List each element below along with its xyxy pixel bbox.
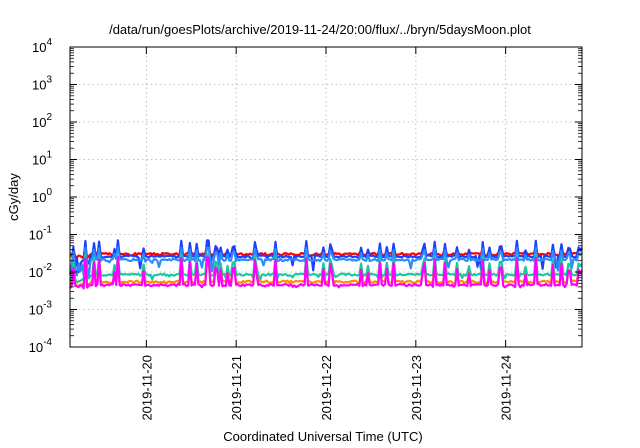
x-tick-label: 2019-11-22 — [319, 355, 334, 421]
y-tick-labels: 10-4 10-3 10-2 10-1 100 101 102 103 104 — [29, 37, 53, 355]
y-tick-label: 104 — [32, 37, 52, 55]
x-tick-label: 2019-11-21 — [229, 355, 244, 421]
series-line-4 — [69, 253, 583, 284]
series-line-6 — [69, 256, 583, 290]
y-tick-label: 10-1 — [29, 225, 53, 243]
x-tick-label: 2019-11-20 — [139, 355, 154, 421]
series-line-1 — [69, 244, 583, 259]
series-line-2 — [68, 239, 583, 275]
x-tick-label: 2019-11-23 — [409, 355, 424, 421]
y-axis-label: cGy/day — [6, 173, 21, 221]
grid-lines — [70, 47, 582, 347]
data-series — [68, 239, 583, 290]
x-tick-labels: 2019-11-20 2019-11-21 2019-11-22 2019-11-23… — [139, 355, 513, 421]
x-tick-label: 2019-11-24 — [499, 355, 514, 421]
y-tick-label: 101 — [32, 150, 52, 168]
series-line-3 — [69, 246, 583, 278]
y-tick-label: 100 — [32, 187, 52, 205]
chart-title: /data/run/goesPlots/archive/2019-11-24/2… — [109, 22, 531, 37]
y-tick-label: 10-2 — [29, 262, 53, 280]
axis-ticks — [70, 46, 582, 348]
x-axis-label: Coordinated Universal Time (UTC) — [223, 429, 422, 444]
series-line-5 — [69, 259, 583, 288]
y-tick-label: 10-4 — [29, 337, 53, 355]
y-tick-label: 102 — [32, 112, 52, 130]
y-tick-label: 103 — [32, 75, 52, 93]
y-tick-label: 10-3 — [29, 300, 53, 318]
